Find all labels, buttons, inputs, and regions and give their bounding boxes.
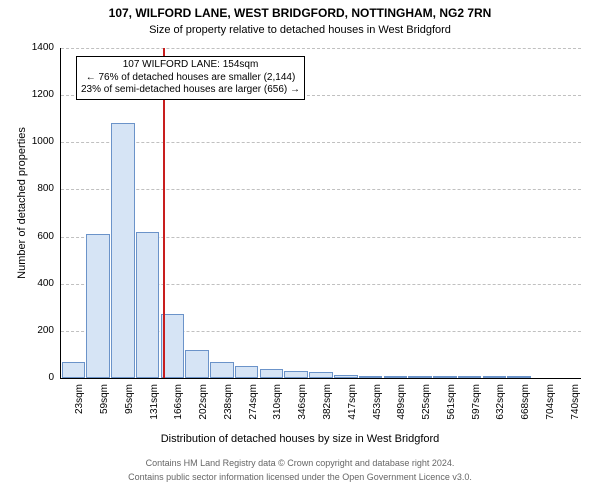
histogram-bar bbox=[384, 376, 408, 378]
x-tick-label: 382sqm bbox=[322, 384, 333, 434]
x-tick-label: 597sqm bbox=[471, 384, 482, 434]
footer-line-2: Contains public sector information licen… bbox=[0, 472, 600, 482]
x-tick-label: 525sqm bbox=[421, 384, 432, 434]
histogram-bar bbox=[483, 376, 507, 378]
x-tick-label: 95sqm bbox=[124, 384, 135, 434]
y-axis-label: Number of detached properties bbox=[16, 103, 28, 303]
histogram-bar bbox=[334, 375, 358, 378]
histogram-bar bbox=[309, 372, 333, 378]
gridline bbox=[61, 48, 581, 49]
y-tick-label: 400 bbox=[20, 278, 54, 289]
histogram-bar bbox=[433, 376, 457, 378]
x-axis-label: Distribution of detached houses by size … bbox=[0, 433, 600, 445]
histogram-bar bbox=[408, 376, 432, 378]
x-tick-label: 166sqm bbox=[173, 384, 184, 434]
x-tick-label: 131sqm bbox=[149, 384, 160, 434]
y-tick-label: 0 bbox=[20, 372, 54, 383]
histogram-bar bbox=[507, 376, 531, 378]
x-tick-label: 202sqm bbox=[198, 384, 209, 434]
x-tick-label: 346sqm bbox=[297, 384, 308, 434]
chart-subtitle: Size of property relative to detached ho… bbox=[0, 24, 600, 36]
x-tick-label: 704sqm bbox=[545, 384, 556, 434]
property-size-histogram: 107, WILFORD LANE, WEST BRIDGFORD, NOTTI… bbox=[0, 0, 600, 500]
x-tick-label: 489sqm bbox=[396, 384, 407, 434]
x-tick-label: 740sqm bbox=[570, 384, 581, 434]
histogram-bar bbox=[235, 366, 259, 378]
histogram-bar bbox=[260, 369, 284, 378]
annotation-box: 107 WILFORD LANE: 154sqm← 76% of detache… bbox=[76, 56, 305, 100]
gridline bbox=[61, 189, 581, 190]
x-tick-label: 417sqm bbox=[347, 384, 358, 434]
y-tick-label: 1400 bbox=[20, 42, 54, 53]
y-tick-label: 1200 bbox=[20, 89, 54, 100]
x-tick-label: 23sqm bbox=[74, 384, 85, 434]
histogram-bar bbox=[111, 123, 135, 378]
histogram-bar bbox=[458, 376, 482, 378]
histogram-bar bbox=[284, 371, 308, 378]
x-tick-label: 632sqm bbox=[495, 384, 506, 434]
x-tick-label: 59sqm bbox=[99, 384, 110, 434]
y-tick-label: 800 bbox=[20, 183, 54, 194]
y-tick-label: 200 bbox=[20, 325, 54, 336]
x-tick-label: 274sqm bbox=[248, 384, 259, 434]
x-tick-label: 310sqm bbox=[272, 384, 283, 434]
histogram-bar bbox=[359, 376, 383, 378]
histogram-bar bbox=[210, 362, 234, 379]
x-tick-label: 668sqm bbox=[520, 384, 531, 434]
histogram-bar bbox=[136, 232, 160, 378]
histogram-bar bbox=[185, 350, 209, 378]
gridline bbox=[61, 142, 581, 143]
y-tick-label: 1000 bbox=[20, 136, 54, 147]
annotation-line: ← 76% of detached houses are smaller (2,… bbox=[81, 72, 300, 85]
annotation-line: 107 WILFORD LANE: 154sqm bbox=[81, 59, 300, 72]
y-tick-label: 600 bbox=[20, 231, 54, 242]
chart-title: 107, WILFORD LANE, WEST BRIDGFORD, NOTTI… bbox=[0, 6, 600, 20]
histogram-bar bbox=[62, 362, 86, 379]
x-tick-label: 238sqm bbox=[223, 384, 234, 434]
histogram-bar bbox=[86, 234, 110, 378]
footer-line-1: Contains HM Land Registry data © Crown c… bbox=[0, 458, 600, 468]
x-tick-label: 561sqm bbox=[446, 384, 457, 434]
x-tick-label: 453sqm bbox=[372, 384, 383, 434]
annotation-line: 23% of semi-detached houses are larger (… bbox=[81, 84, 300, 97]
